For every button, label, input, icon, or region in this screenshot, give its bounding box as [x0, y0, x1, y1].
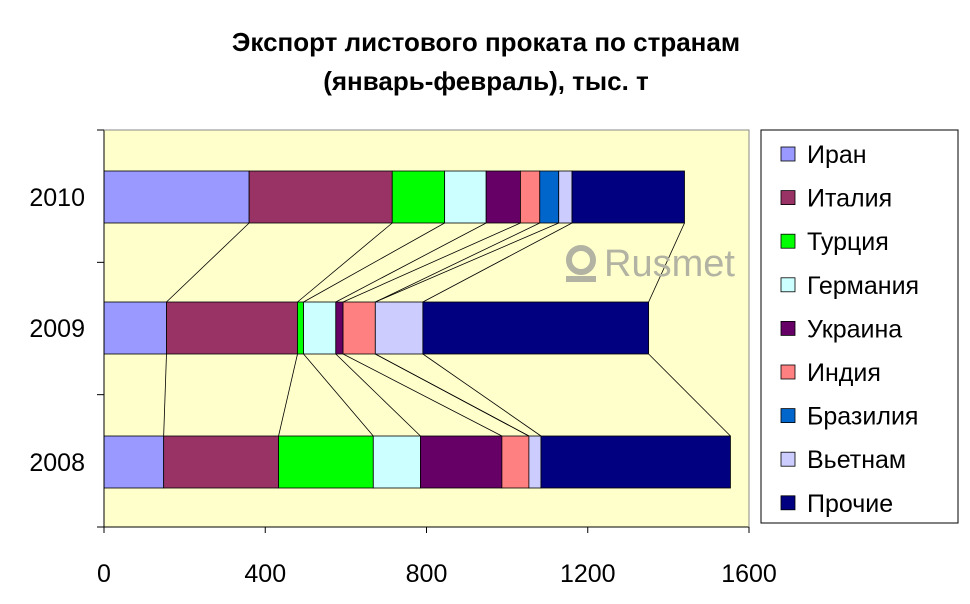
legend-swatch — [780, 320, 796, 336]
legend-label: Бразилия — [807, 403, 918, 431]
series-line — [297, 222, 393, 303]
legend-label: Германия — [807, 272, 919, 300]
series-line — [648, 353, 731, 437]
legend-label: Индия — [807, 359, 881, 387]
series-line — [335, 353, 421, 437]
legend-swatch — [780, 495, 796, 511]
series-line — [166, 222, 250, 303]
bars — [103, 170, 731, 489]
legend-swatch — [780, 277, 796, 293]
bar-segment — [539, 170, 560, 224]
series-line — [648, 222, 685, 303]
legend-label: Украина — [807, 315, 902, 343]
bar-segment — [501, 435, 530, 489]
y-tick-label: 2008 — [29, 449, 85, 477]
x-tick-label: 400 — [244, 560, 286, 588]
bar-segment — [422, 301, 650, 355]
bar-segment — [335, 301, 344, 355]
x-tick-label: 1200 — [560, 560, 616, 588]
legend-label: Прочие — [807, 490, 893, 518]
plot-border — [104, 129, 750, 527]
y-tick-label: 2010 — [29, 184, 85, 212]
bar-segment — [558, 170, 573, 224]
bar-segment — [374, 301, 424, 355]
series-line — [342, 222, 521, 303]
chart-subtitle: (январь-февраль), тыс. т — [323, 66, 649, 96]
legend: Иран Италия Турция Германия Украина Индия Браз… — [760, 129, 959, 524]
bar-segment — [163, 435, 279, 489]
bar-segment — [248, 170, 393, 224]
bar-segment — [103, 301, 167, 355]
bar-segment — [540, 435, 731, 489]
series-lines — [163, 222, 731, 437]
legend-swatch — [780, 233, 796, 249]
bar-segment — [166, 301, 298, 355]
axes: 0 400 800 1200 1600 2010 2009 2008 — [29, 129, 777, 588]
bar-segment — [444, 170, 487, 224]
series-line — [163, 353, 167, 437]
bar-segment — [342, 301, 376, 355]
series-line — [335, 222, 487, 303]
series-line — [278, 353, 298, 437]
series-line — [422, 222, 573, 303]
bar-segment — [372, 435, 421, 489]
bar-segment — [571, 170, 685, 224]
watermark-logo-icon — [566, 245, 596, 275]
series-line — [375, 222, 559, 303]
series-line — [303, 353, 374, 437]
bar-segment — [391, 170, 446, 224]
watermark-text: Rusmet — [604, 243, 735, 285]
legend-label: Вьетнам — [807, 446, 906, 474]
legend-swatch — [780, 146, 796, 162]
bar-segment — [520, 170, 541, 224]
bar-segment — [420, 435, 503, 489]
series-line — [303, 222, 445, 303]
watermark-logo-base — [566, 276, 596, 282]
watermark: Rusmet — [566, 243, 735, 285]
chart-title: Экспорт листового проката по странам — [232, 27, 740, 57]
legend-label: Иран — [807, 141, 867, 169]
series-line — [375, 353, 530, 437]
series-line — [422, 353, 542, 437]
x-tick-label: 0 — [97, 560, 111, 588]
series-line — [342, 353, 503, 437]
bar-segment — [297, 301, 304, 355]
legend-label: Турция — [807, 228, 889, 256]
x-tick-label: 800 — [406, 560, 448, 588]
legend-label: Италия — [807, 185, 892, 213]
bar-segment — [528, 435, 542, 489]
legend-swatch — [780, 408, 796, 424]
legend-swatch — [780, 364, 796, 380]
bar-segment — [278, 435, 374, 489]
legend-swatch — [780, 451, 796, 467]
x-tick-label: 1600 — [721, 560, 777, 588]
bar-segment — [485, 170, 521, 224]
series-line — [375, 222, 540, 303]
legend-swatch — [780, 190, 796, 206]
bar-segment — [303, 301, 337, 355]
bar-segment — [103, 170, 250, 224]
bar-segment — [103, 435, 165, 489]
y-tick-label: 2009 — [29, 315, 85, 343]
